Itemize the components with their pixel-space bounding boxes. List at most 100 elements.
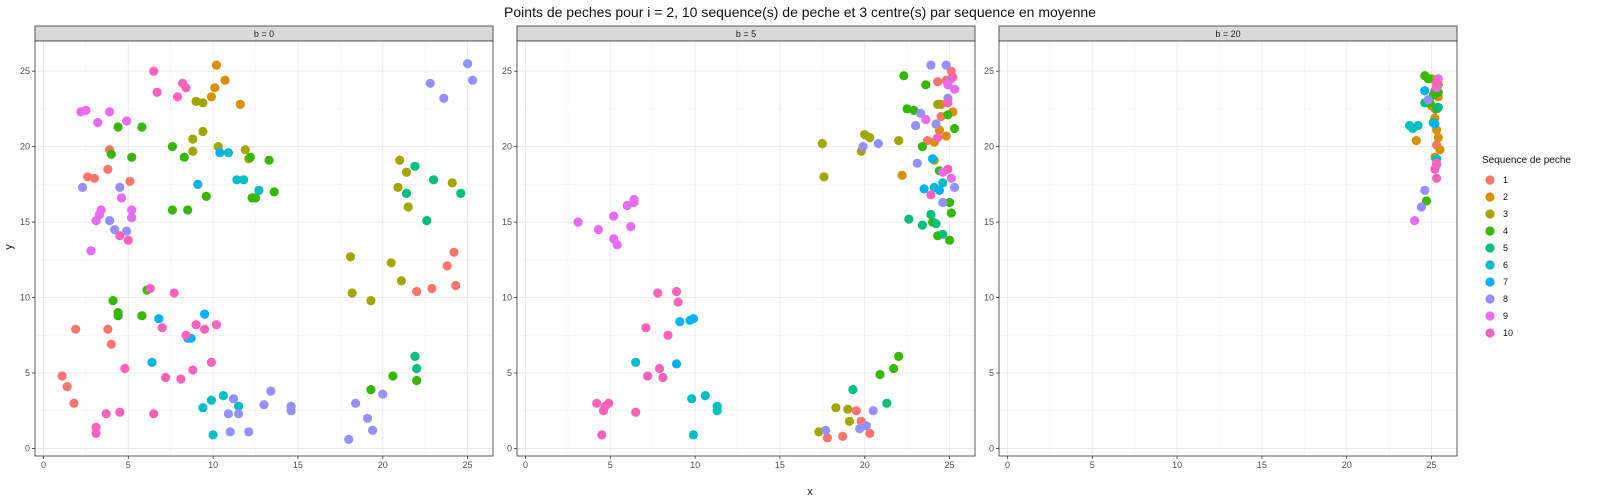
chart-title: Points de peches pour i = 2, 10 sequence…: [504, 4, 1096, 20]
data-point-seq-7: [1420, 86, 1430, 96]
y-tick-label: 15: [20, 217, 30, 227]
data-point-seq-8: [344, 434, 354, 444]
panel-background: [35, 41, 493, 456]
data-point-seq-10: [653, 288, 663, 298]
data-point-seq-4: [127, 152, 137, 162]
data-point-seq-3: [198, 126, 208, 137]
data-point-seq-6: [206, 395, 216, 405]
data-point-seq-6: [938, 178, 948, 188]
data-point-seq-10: [181, 83, 191, 93]
data-point-seq-5: [926, 209, 936, 220]
data-point-seq-10: [643, 371, 653, 381]
data-point-seq-3: [240, 145, 250, 155]
legend-label: 2: [1503, 192, 1508, 202]
data-point-seq-4: [167, 142, 177, 152]
y-tick-label: 25: [984, 66, 994, 76]
data-point-seq-10: [115, 231, 125, 241]
data-point-seq-8: [259, 400, 269, 410]
legend-key-3: [1485, 209, 1495, 219]
data-point-seq-9: [573, 217, 583, 227]
data-point-seq-6: [700, 391, 710, 401]
data-point-seq-10: [926, 190, 936, 200]
data-point-seq-8: [950, 182, 960, 192]
data-point-seq-9: [626, 222, 636, 232]
data-point-seq-10: [145, 283, 155, 294]
data-point-seq-8: [234, 409, 244, 419]
data-point-seq-6: [223, 148, 233, 158]
data-point-seq-9: [609, 211, 619, 221]
data-point-seq-10: [673, 297, 683, 307]
data-point-seq-7: [147, 357, 157, 367]
data-point-seq-8: [912, 158, 922, 168]
data-point-seq-10: [948, 72, 958, 82]
legend-key-1: [1485, 175, 1495, 185]
data-point-seq-6: [218, 391, 228, 401]
data-point-seq-9: [127, 205, 137, 215]
panel-background: [999, 41, 1457, 456]
data-point-seq-9: [116, 193, 127, 203]
x-tick-label: 15: [775, 460, 785, 470]
data-point-seq-2: [1411, 136, 1421, 146]
data-point-seq-10: [181, 330, 191, 340]
data-point-seq-3: [865, 133, 875, 143]
data-point-seq-8: [378, 389, 388, 399]
legend-key-2: [1485, 192, 1495, 202]
data-point-seq-5: [904, 214, 914, 224]
legend-label: 3: [1503, 209, 1508, 219]
data-point-seq-10: [600, 401, 610, 411]
data-point-seq-1: [933, 77, 943, 87]
data-point-seq-10: [149, 409, 159, 419]
y-tick-label: 20: [984, 142, 994, 152]
data-point-seq-10: [1432, 158, 1442, 168]
data-point-seq-3: [345, 252, 356, 262]
data-point-seq-10: [91, 422, 101, 432]
data-point-seq-9: [946, 173, 956, 183]
data-point-seq-8: [266, 386, 276, 396]
y-tick-label: 25: [502, 66, 512, 76]
data-point-seq-8: [931, 119, 941, 129]
data-point-seq-7: [675, 317, 685, 327]
data-point-seq-1: [838, 431, 848, 441]
legend-label: 5: [1503, 243, 1508, 253]
data-point-seq-9: [943, 80, 953, 90]
data-point-seq-5: [429, 175, 439, 185]
y-tick-label: 15: [984, 217, 994, 227]
data-point-seq-3: [395, 155, 405, 165]
data-point-seq-10: [1432, 173, 1442, 183]
y-tick-label: 0: [507, 443, 512, 453]
panel-border: [998, 40, 1458, 457]
data-point-seq-10: [943, 164, 953, 174]
data-point-seq-4: [950, 123, 960, 134]
data-point-seq-10: [115, 407, 125, 417]
data-point-seq-8: [463, 59, 473, 69]
x-tick-label: 5: [126, 460, 131, 470]
legend-key-6: [1485, 260, 1495, 270]
data-point-seq-8: [938, 197, 948, 208]
data-point-seq-6: [208, 430, 218, 440]
data-point-seq-3: [366, 296, 376, 306]
data-point-seq-1: [412, 286, 422, 297]
data-point-seq-6: [198, 403, 208, 413]
x-tick-label: 0: [1005, 460, 1010, 470]
data-point-seq-10: [592, 398, 602, 408]
data-point-seq-1: [451, 280, 461, 291]
data-point-seq-8: [468, 75, 478, 85]
y-tick-label: 25: [20, 66, 30, 76]
facet-panel-1: b = 0 0 5 10 15 20 25 0 5 10 15 20 25: [20, 25, 494, 470]
data-point-seq-5: [401, 188, 412, 198]
data-point-seq-4: [917, 142, 928, 152]
data-point-seq-6: [1413, 120, 1423, 131]
legend-label: 7: [1503, 277, 1508, 287]
data-point-seq-10: [101, 409, 111, 419]
data-point-seq-1: [125, 176, 135, 186]
data-point-seq-9: [105, 107, 115, 117]
data-point-seq-1: [103, 164, 113, 174]
data-point-seq-1: [57, 371, 67, 381]
data-point-seq-3: [386, 258, 396, 268]
data-point-seq-8: [439, 93, 449, 103]
x-tick-label: 5: [1090, 460, 1095, 470]
data-point-seq-3: [844, 416, 855, 426]
data-point-seq-3: [843, 404, 853, 414]
data-point-seq-4: [269, 187, 279, 197]
data-point-seq-10: [123, 235, 133, 245]
